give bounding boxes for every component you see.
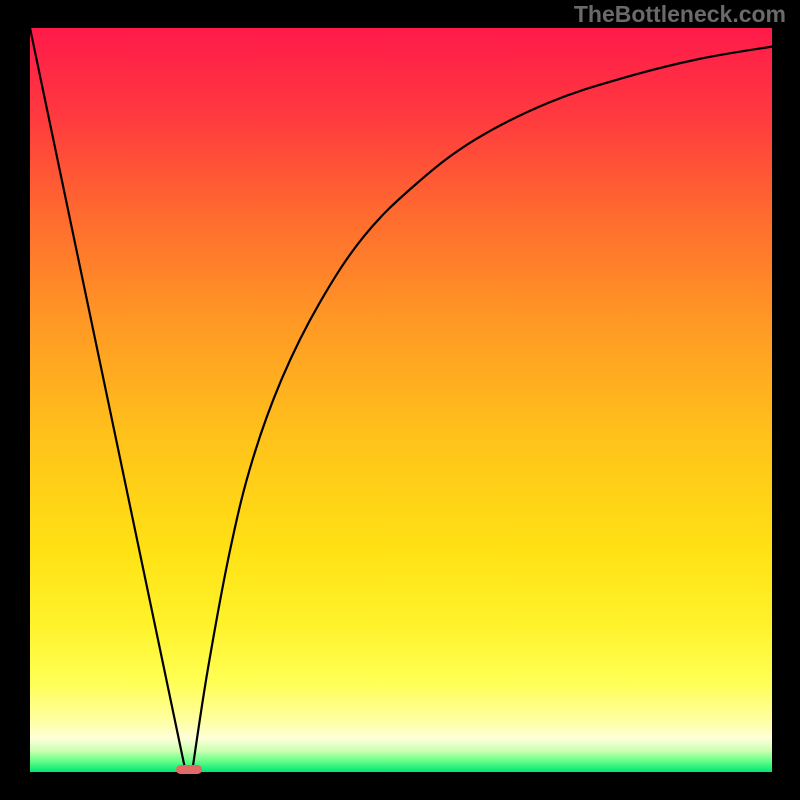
curve-layer (30, 28, 772, 772)
watermark-label: TheBottleneck.com (574, 1, 786, 28)
chart-container: TheBottleneck.com (0, 0, 800, 800)
plot-area (30, 28, 772, 772)
minimum-marker (176, 765, 202, 774)
